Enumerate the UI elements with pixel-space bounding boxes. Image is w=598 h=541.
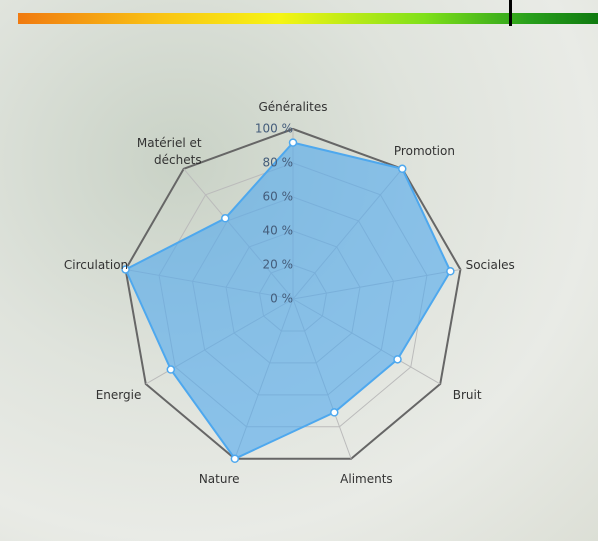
data-point — [222, 215, 229, 222]
y-tick-label: 40 % — [263, 224, 294, 238]
screen: 0 % 20 % 40 % 60 % 80 % 100 % Généralites Prom… — [0, 0, 598, 541]
category-label: Aliments — [340, 471, 393, 488]
y-tick-label: 0 % — [270, 292, 293, 306]
data-point — [167, 366, 174, 373]
y-tick-label: 80 % — [263, 156, 294, 170]
category-label: Bruit — [453, 387, 482, 404]
category-label: Promotion — [394, 143, 455, 160]
y-tick-label: 60 % — [263, 190, 294, 204]
y-tick-label: 100 % — [255, 122, 293, 136]
category-label: Energie — [96, 387, 142, 404]
category-label: Circulation — [64, 257, 128, 274]
category-label: Matériel et déchets — [122, 135, 202, 169]
data-point — [290, 139, 297, 146]
data-point — [331, 409, 338, 416]
data-point — [394, 356, 401, 363]
category-label: Généralites — [259, 99, 328, 116]
y-tick-label: 20 % — [263, 258, 294, 272]
data-point — [231, 455, 238, 462]
data-point — [399, 165, 406, 172]
category-label: Nature — [199, 471, 240, 488]
data-point — [447, 268, 454, 275]
category-label: Sociales — [466, 257, 515, 274]
